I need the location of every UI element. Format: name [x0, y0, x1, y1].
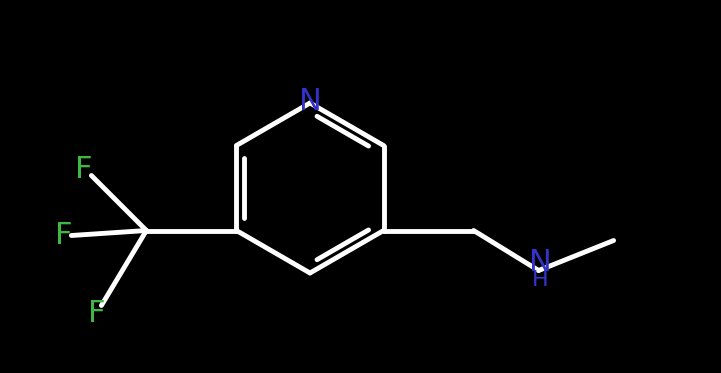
Text: N: N	[298, 87, 322, 116]
Text: F: F	[75, 155, 92, 184]
Text: H: H	[532, 270, 549, 291]
Text: F: F	[88, 299, 105, 328]
Text: N: N	[529, 248, 552, 277]
Text: F: F	[55, 221, 72, 250]
